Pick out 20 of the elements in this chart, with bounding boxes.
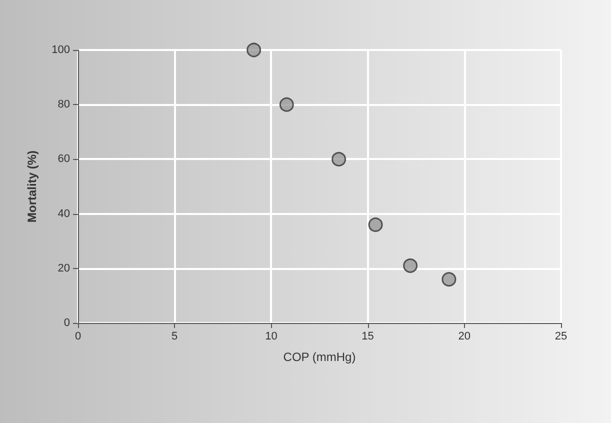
x-tick-label: 15 xyxy=(362,330,374,342)
y-tick-label: 100 xyxy=(52,44,70,56)
point xyxy=(442,272,456,287)
x-axis-title: COP (mmHg) xyxy=(283,350,356,364)
point xyxy=(368,217,383,232)
x-tick-label: 20 xyxy=(458,330,471,342)
y-tick-label: 0 xyxy=(64,317,70,329)
x-tick-label: 5 xyxy=(172,330,178,342)
x-tick-label: 10 xyxy=(265,330,278,342)
y-tick-label: 40 xyxy=(58,208,70,220)
point xyxy=(332,152,346,166)
point xyxy=(279,97,294,112)
y-tick-label: 80 xyxy=(58,98,70,111)
point xyxy=(403,258,418,273)
point xyxy=(246,42,262,58)
y-axis-title: Mortality (%) xyxy=(25,150,39,222)
y-tick-label: 60 xyxy=(58,153,70,166)
x-tick-label: 25 xyxy=(554,330,568,342)
x-tick-label: 0 xyxy=(74,330,82,342)
y-tick-label: 20 xyxy=(58,262,70,274)
